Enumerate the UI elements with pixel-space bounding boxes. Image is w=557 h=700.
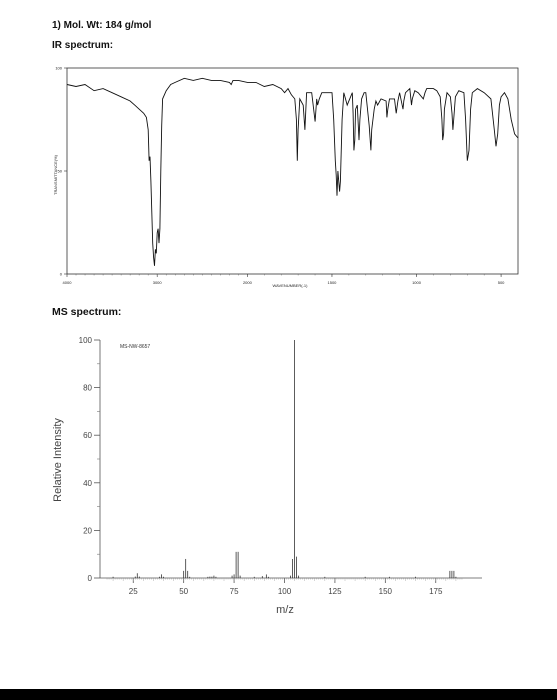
ms-y-axis-label: Relative Intensity xyxy=(52,418,64,502)
ms-y-tick-label: 20 xyxy=(83,526,92,535)
ms-x-axis-label: m/z xyxy=(276,604,294,616)
ir-y-tick-label: 50 xyxy=(58,169,63,174)
ir-x-axis-label: WAVENUMBER(-1) xyxy=(273,283,309,288)
ir-y-axis-label: TRANSMITTANCE(%) xyxy=(53,154,58,195)
ms-chart-title: MS-NW-8657 xyxy=(120,344,150,350)
ms-x-tick-label: 100 xyxy=(278,587,292,596)
ms-y-tick-label: 40 xyxy=(83,479,92,488)
ir-spectrum-trace xyxy=(66,77,519,266)
ms-y-tick-label: 100 xyxy=(79,336,93,345)
ir-x-tick-label: 4000 xyxy=(63,280,73,285)
ir-y-tick-label: 0 xyxy=(60,272,63,277)
ms-x-tick-label: 175 xyxy=(429,587,443,596)
ir-x-tick-label: 3000 xyxy=(153,280,163,285)
ir-y-tick-label: 100 xyxy=(55,66,62,71)
ms-x-tick-label: 75 xyxy=(230,587,239,596)
ir-spectrum-heading: IR spectrum: xyxy=(52,40,114,51)
ms-x-tick-label: 150 xyxy=(379,587,393,596)
page-bottom-bar xyxy=(0,689,557,700)
ir-x-tick-label: 1500 xyxy=(328,280,338,285)
ir-x-tick-label: 500 xyxy=(498,280,505,285)
ms-y-tick-label: 80 xyxy=(83,384,92,393)
ms-x-tick-label: 50 xyxy=(179,587,188,596)
ms-y-tick-label: 60 xyxy=(83,431,92,440)
ms-spectrum-chart: 0 20 40 60 80 100 25 50 75 100 125 150 175 MS-NW-865… xyxy=(52,336,482,616)
ms-x-tick-label: 25 xyxy=(129,587,138,596)
ms-y-tick-label: 0 xyxy=(88,574,93,583)
ir-x-tick-label: 2000 xyxy=(243,280,253,285)
ir-x-tick-label: 1000 xyxy=(412,280,422,285)
ms-x-tick-label: 125 xyxy=(328,587,342,596)
molecular-weight-label: 1) Mol. Wt: 184 g/mol xyxy=(52,20,152,31)
ms-spectrum-heading: MS spectrum: xyxy=(52,306,122,318)
